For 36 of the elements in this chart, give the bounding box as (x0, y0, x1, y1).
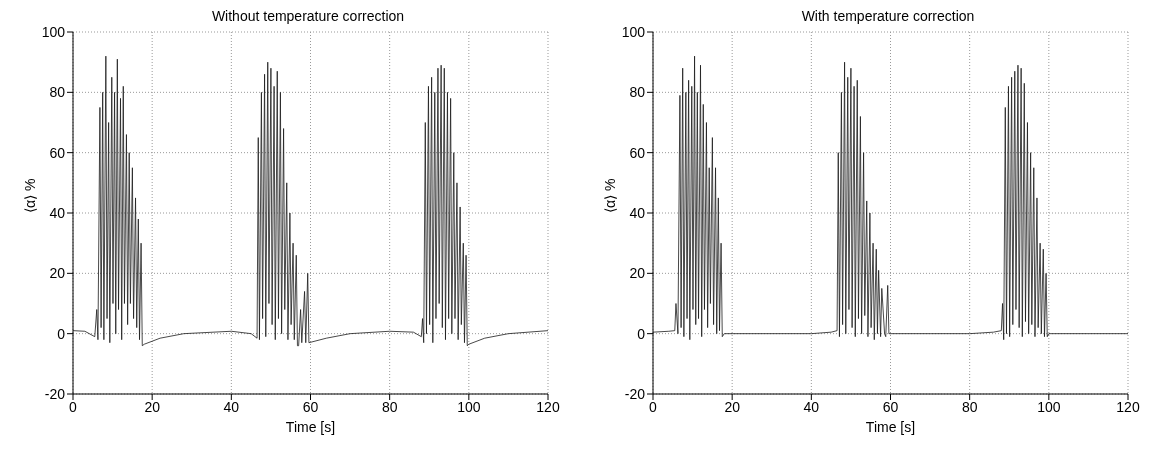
x-tick-label: 20 (144, 398, 161, 415)
y-tick-label: 100 (621, 23, 646, 40)
y-tick-label: 0 (637, 325, 646, 342)
line-series (653, 55, 1128, 341)
x-axis-title: Time [s] (285, 419, 336, 435)
y-tick-label: 40 (49, 204, 66, 221)
line-series (73, 55, 548, 347)
y-tick-label: 20 (629, 265, 646, 282)
x-tick-label: 120 (1116, 398, 1140, 415)
x-tick-label: 100 (1037, 398, 1061, 415)
x-tick-label: 80 (961, 398, 978, 415)
x-tick-label: 40 (803, 398, 820, 415)
x-tick-label: 100 (457, 398, 481, 415)
y-tick-label: 20 (49, 265, 66, 282)
y-axis-title: ⟨α⟩ % (601, 178, 618, 213)
x-tick-label: 60 (882, 398, 899, 415)
x-tick-label: 20 (724, 398, 741, 415)
x-tick-label: 0 (69, 398, 78, 415)
y-tick-label: 80 (49, 84, 66, 101)
y-tick-label: 0 (57, 325, 66, 342)
y-axis-title: ⟨α⟩ % (21, 178, 38, 213)
x-tick-label: 40 (223, 398, 240, 415)
x-tick-label: 60 (302, 398, 319, 415)
y-tick-label: 40 (629, 204, 646, 221)
x-tick-label: 0 (649, 398, 658, 415)
y-tick-label: 80 (629, 84, 646, 101)
chart-title: With temperature correction (800, 8, 976, 24)
y-tick-label: 60 (629, 144, 646, 161)
x-tick-label: 80 (381, 398, 398, 415)
chart-title: Without temperature correction (210, 8, 406, 24)
x-tick-label: 120 (536, 398, 560, 415)
y-tick-label: 100 (41, 23, 66, 40)
y-tick-label: -20 (44, 385, 66, 402)
y-tick-label: -20 (624, 385, 646, 402)
x-axis-title: Time [s] (865, 419, 916, 435)
y-tick-label: 60 (49, 144, 66, 161)
